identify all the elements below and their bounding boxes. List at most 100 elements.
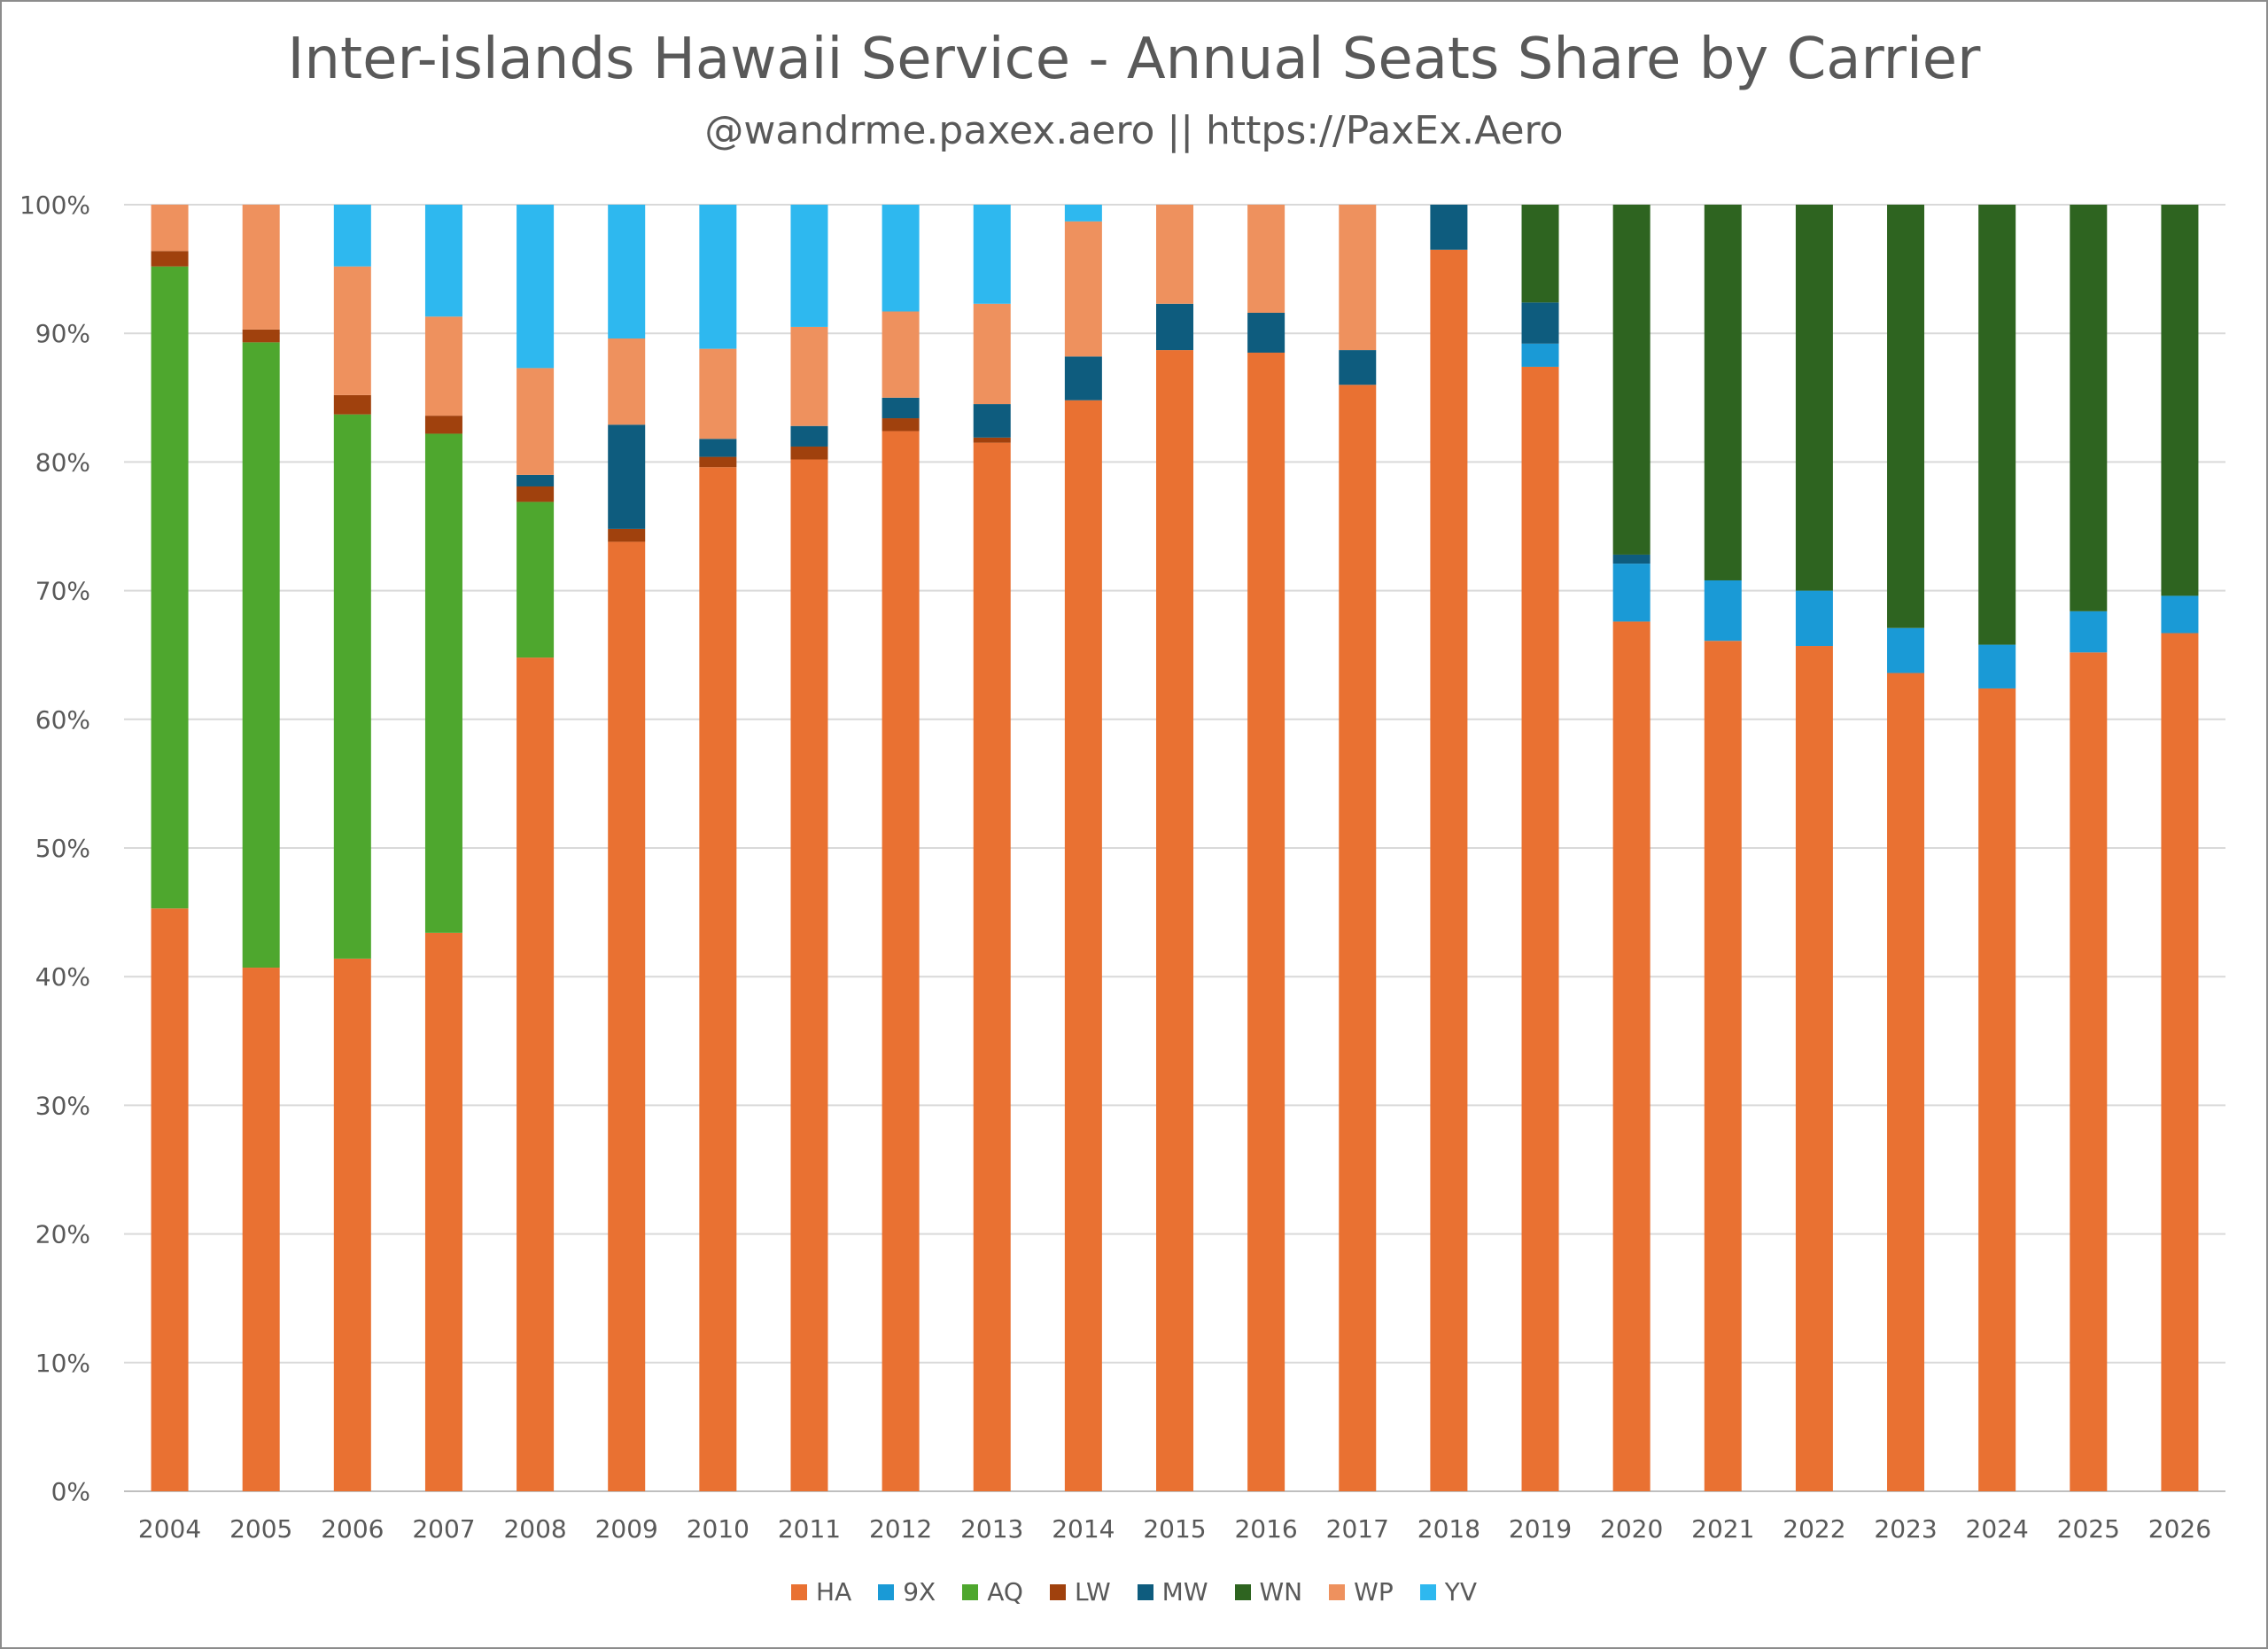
- bar-segment-wp: [424, 316, 462, 416]
- bar-segment-wp: [699, 348, 737, 439]
- y-tick-label: 20%: [35, 1220, 90, 1249]
- x-tick-label: 2022: [1783, 1514, 1845, 1544]
- x-tick-label: 2025: [2057, 1514, 2120, 1544]
- bar-segment-yv: [517, 205, 555, 369]
- bar-segment-aq: [242, 342, 280, 968]
- bar-segment-aq: [151, 266, 189, 909]
- x-tick-label: 2015: [1143, 1514, 1206, 1544]
- y-tick-label: 30%: [35, 1091, 90, 1120]
- bar-segment-lw: [790, 446, 828, 460]
- bar-segment-9x: [1887, 627, 1925, 673]
- bar-segment-ha: [2161, 633, 2199, 1491]
- y-tick-label: 60%: [35, 705, 90, 735]
- bar-segment-ha: [1339, 385, 1377, 1491]
- bar-segment-mw: [1521, 302, 1559, 344]
- legend-label: HA: [816, 1577, 852, 1606]
- y-tick-label: 40%: [35, 962, 90, 992]
- bar-segment-9x: [2070, 611, 2108, 653]
- bar-segment-ha: [333, 958, 371, 1491]
- bar-segment-wn: [2070, 205, 2108, 611]
- bar-segment-mw: [790, 425, 828, 447]
- x-tick-label: 2007: [412, 1514, 475, 1544]
- legend-label: MW: [1161, 1577, 1208, 1606]
- bar-segment-ha: [973, 442, 1011, 1491]
- x-tick-label: 2014: [1052, 1514, 1115, 1544]
- x-tick-label: 2023: [1874, 1514, 1937, 1544]
- bar-segment-ha: [1156, 350, 1193, 1492]
- bar-segment-aq: [333, 414, 371, 959]
- bar-segment-wp: [608, 338, 646, 425]
- legend-swatch: [791, 1583, 808, 1600]
- bar-segment-lw: [699, 456, 737, 468]
- bar-segment-ha: [517, 657, 555, 1491]
- bar-segment-wn: [1795, 205, 1833, 591]
- bar-segment-wp: [1247, 205, 1285, 313]
- legend-swatch: [878, 1583, 895, 1600]
- bar-segment-9x: [1704, 579, 1742, 642]
- bar-segment-wp: [973, 303, 1011, 405]
- legend-item: 9X: [878, 1577, 936, 1606]
- bar-segment-mw: [973, 404, 1011, 438]
- legend-item: HA: [791, 1577, 851, 1606]
- bar-segment-wp: [790, 326, 828, 426]
- bar-segment-wn: [1887, 205, 1925, 628]
- x-tick-label: 2017: [1326, 1514, 1389, 1544]
- bar-segment-yv: [424, 205, 462, 317]
- x-tick-label: 2010: [687, 1514, 750, 1544]
- y-tick-label: 50%: [35, 834, 90, 863]
- bar-segment-wn: [1978, 205, 2016, 645]
- legend-item: WP: [1329, 1577, 1394, 1606]
- bar-segment-9x: [2161, 595, 2199, 634]
- legend-item: LW: [1049, 1577, 1111, 1606]
- bar-segment-wp: [242, 205, 280, 330]
- bar-segment-mw: [517, 474, 555, 486]
- bar-segment-wp: [1064, 221, 1102, 357]
- bar-segment-ha: [151, 908, 189, 1491]
- bar-segment-wn: [1704, 205, 1742, 580]
- x-tick-label: 2006: [321, 1514, 384, 1544]
- bar-segment-wp: [333, 266, 371, 395]
- bar-segment-mw: [1430, 205, 1468, 250]
- bar-segment-lw: [333, 394, 371, 415]
- bar-segment-ha: [1887, 673, 1925, 1491]
- x-tick-label: 2012: [869, 1514, 932, 1544]
- bar-segment-mw: [608, 424, 646, 529]
- legend-label: 9X: [903, 1577, 936, 1606]
- legend-label: WN: [1259, 1577, 1303, 1606]
- bar-segment-lw: [882, 418, 920, 432]
- legend-label: WP: [1354, 1577, 1394, 1606]
- bar-segment-ha: [2070, 652, 2108, 1491]
- bar-segment-ha: [1521, 366, 1559, 1491]
- bar-segment-9x: [1521, 343, 1559, 367]
- bar-segment-mw: [1612, 554, 1651, 564]
- legend-swatch: [1137, 1583, 1153, 1600]
- x-tick-label: 2021: [1691, 1514, 1754, 1544]
- chart-subtitle: @wandrme.paxex.aero || https://PaxEx.Aer…: [704, 108, 1564, 153]
- bar-segment-yv: [608, 205, 646, 339]
- bar-segment-wn: [2161, 205, 2199, 596]
- bar-segment-wp: [151, 205, 189, 252]
- x-tick-label: 2005: [229, 1514, 292, 1544]
- x-tick-label: 2020: [1600, 1514, 1663, 1544]
- bar-segment-mw: [699, 439, 737, 457]
- legend-label: LW: [1074, 1577, 1111, 1606]
- bar-segment-lw: [242, 329, 280, 343]
- bar-segment-mw: [1339, 350, 1377, 385]
- legend-swatch: [1049, 1583, 1066, 1600]
- y-tick-label: 100%: [19, 191, 90, 220]
- legend-swatch: [1419, 1583, 1436, 1600]
- x-tick-label: 2019: [1509, 1514, 1572, 1544]
- bar-segment-ha: [424, 932, 462, 1491]
- bar-segment-wn: [1521, 205, 1559, 303]
- bar-segment-ha: [1430, 249, 1468, 1491]
- x-tick-label: 2011: [778, 1514, 841, 1544]
- bar-segment-ha: [1795, 646, 1833, 1491]
- bar-segment-yv: [882, 205, 920, 312]
- x-tick-label: 2026: [2148, 1514, 2211, 1544]
- x-tick-label: 2024: [1966, 1514, 2029, 1544]
- y-tick-label: 70%: [35, 577, 90, 606]
- bar-segment-mw: [882, 397, 920, 419]
- bar-segment-9x: [1978, 644, 2016, 688]
- legend-label: AQ: [987, 1577, 1023, 1606]
- bar-segment-mw: [1064, 356, 1102, 401]
